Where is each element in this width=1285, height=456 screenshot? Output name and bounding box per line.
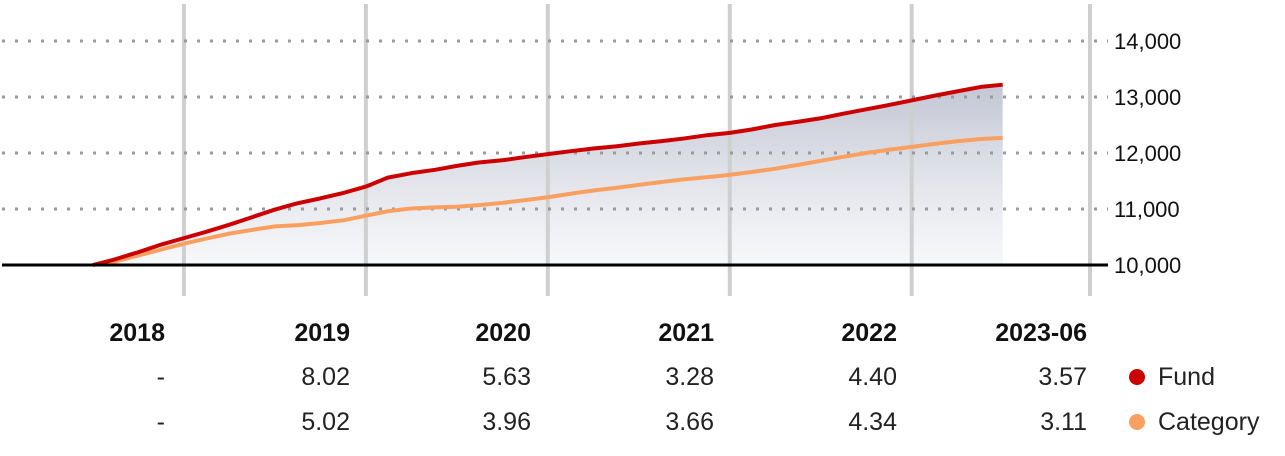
fund-return-value: 8.02 xyxy=(301,363,350,391)
y-tick-label: 13,000 xyxy=(1114,85,1181,110)
fund-return-value: 4.40 xyxy=(848,363,897,391)
y-tick-label: 14,000 xyxy=(1114,29,1181,54)
category-return-value: 3.96 xyxy=(482,408,531,436)
year-label: 2023-06 xyxy=(995,319,1087,347)
legend: Fund Category xyxy=(1129,363,1260,436)
category-legend-dot xyxy=(1129,414,1145,430)
year-labels: 2018 2019 2020 2021 2022 2023-06 xyxy=(109,319,1087,347)
category-return-value: 5.02 xyxy=(301,408,350,436)
y-axis: 14,000 13,000 12,000 11,000 10,000 xyxy=(2,29,1181,278)
year-label: 2020 xyxy=(475,319,531,347)
returns-table: - 8.02 5.63 3.28 4.40 3.57 - 5.02 3.96 3.66 4.34 3.… xyxy=(157,363,1087,436)
y-tick-label: 11,000 xyxy=(1114,197,1180,222)
year-label: 2022 xyxy=(841,319,897,347)
category-return-value: 4.34 xyxy=(848,408,897,436)
y-tick-label: 12,000 xyxy=(1114,141,1181,166)
fund-line xyxy=(92,82,1003,267)
category-line xyxy=(92,135,1003,267)
y-tick-label: 10,000 xyxy=(1114,253,1181,278)
fund-return-value: 5.63 xyxy=(482,363,531,391)
series-lines xyxy=(92,82,1003,267)
fund-return-value: 3.28 xyxy=(665,363,714,391)
legend-label: Category xyxy=(1158,408,1260,436)
year-label: 2018 xyxy=(109,319,165,347)
year-label: 2019 xyxy=(294,319,350,347)
gridlines xyxy=(2,4,1108,296)
category-return-value: 3.66 xyxy=(665,408,714,436)
legend-label: Fund xyxy=(1158,363,1215,391)
fund-legend-dot xyxy=(1129,369,1145,385)
category-return-value: 3.11 xyxy=(1040,408,1087,436)
year-label: 2021 xyxy=(658,319,714,347)
category-return-value: - xyxy=(157,408,165,436)
fund-return-value: - xyxy=(157,363,165,391)
fund-return-value: 3.57 xyxy=(1038,363,1087,391)
